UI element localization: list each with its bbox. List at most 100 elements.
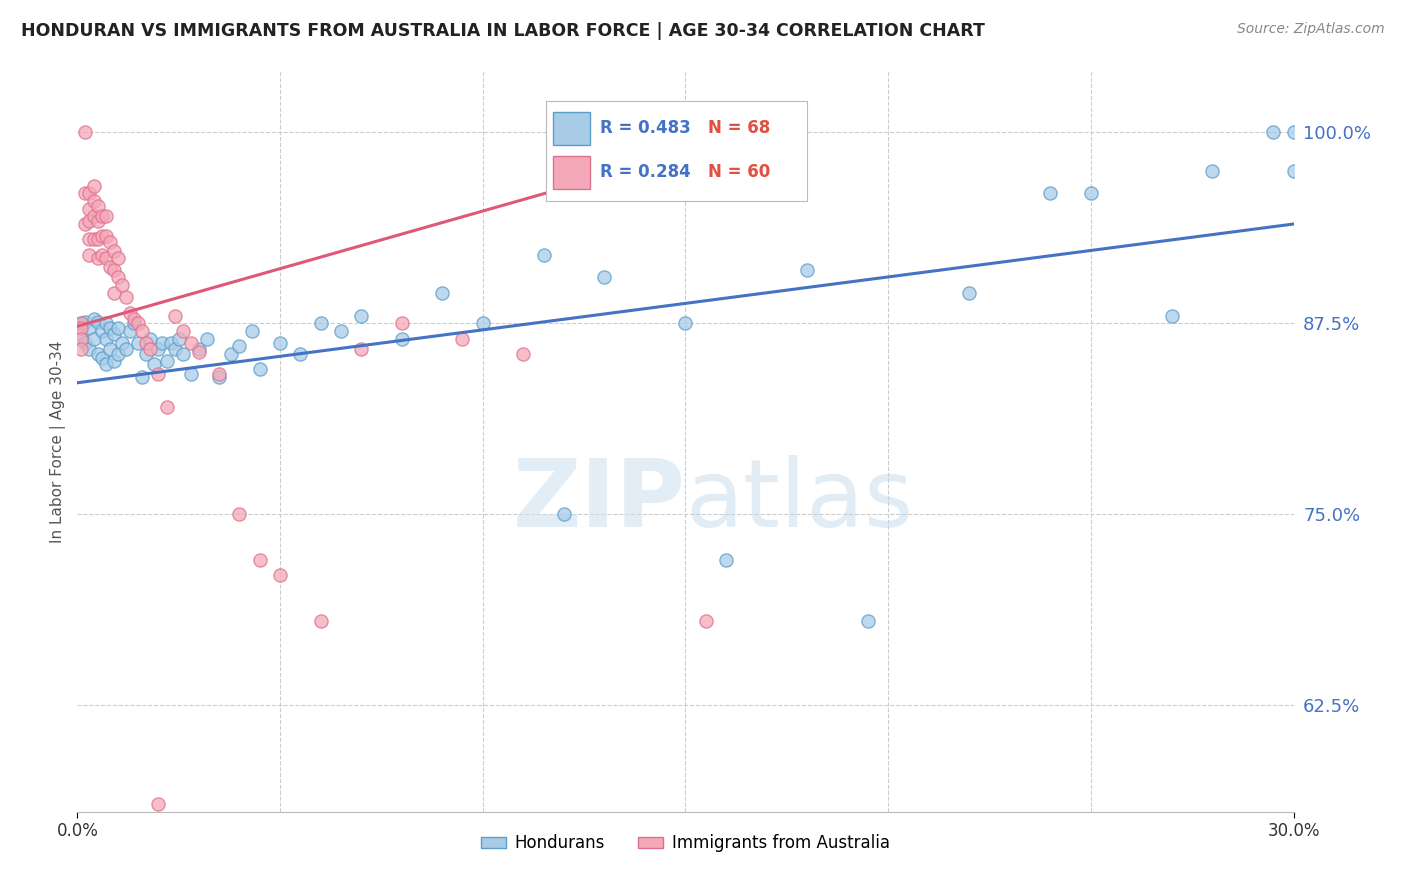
Point [391,316,413,330]
Point [430,285,453,300]
Point [86,214,108,228]
Point [139,342,162,356]
Point [172,347,194,361]
Point [98,235,121,250]
Point [329,324,352,338]
Point [195,331,218,345]
Point [103,354,125,368]
Point [391,331,413,345]
Point [208,369,231,384]
Point [94,251,117,265]
Point [107,321,129,335]
Point [1201,163,1223,178]
Point [79,232,101,246]
Point [111,336,134,351]
Point [350,342,373,356]
Point [103,262,125,277]
Point [94,358,117,372]
Point [163,342,186,356]
Point [90,229,112,244]
Point [79,202,101,216]
Point [675,316,697,330]
Point [148,797,170,811]
Point [148,342,170,356]
Point [553,507,575,521]
Point [83,210,105,224]
Point [90,324,112,338]
Point [309,614,332,628]
Point [90,210,112,224]
Point [118,324,141,338]
Point [143,358,166,372]
Point [122,311,145,326]
Point [90,351,112,366]
Legend: Hondurans, Immigrants from Australia: Hondurans, Immigrants from Australia [475,828,896,859]
Point [75,336,97,351]
Point [98,260,121,274]
Point [70,326,93,341]
Point [159,336,181,351]
Point [86,251,108,265]
Point [122,316,145,330]
Point [228,339,250,353]
Point [79,247,101,261]
Point [249,362,271,376]
Point [714,553,737,567]
Point [98,342,121,356]
Point [86,315,108,329]
Point [309,316,332,330]
Point [240,324,263,338]
Point [152,336,174,351]
Point [94,316,117,330]
Text: ZIP: ZIP [513,455,686,547]
Point [107,251,129,265]
Point [1263,125,1285,139]
Point [75,186,97,201]
Point [98,321,121,335]
Point [1161,309,1184,323]
Point [471,316,494,330]
Point [148,367,170,381]
Point [79,321,101,335]
Point [593,270,616,285]
Point [1080,186,1102,201]
Point [131,324,153,338]
Point [249,553,271,567]
Point [107,270,129,285]
Point [83,194,105,208]
Point [188,345,211,359]
Point [451,331,474,345]
Point [103,244,125,259]
Point [115,342,138,356]
Point [1282,163,1305,178]
Point [86,232,108,246]
Point [127,336,149,351]
Point [79,214,101,228]
Point [675,125,697,139]
Point [139,331,162,345]
Point [593,186,616,201]
Point [86,347,108,361]
Point [70,331,93,345]
Text: atlas: atlas [686,455,914,547]
Point [208,367,231,381]
Point [1282,125,1305,139]
Point [94,229,117,244]
Point [127,316,149,330]
Point [83,331,105,345]
Point [75,125,97,139]
Point [167,331,190,345]
Point [533,247,555,261]
Point [135,336,157,351]
Point [228,507,250,521]
Point [103,326,125,341]
Text: HONDURAN VS IMMIGRANTS FROM AUSTRALIA IN LABOR FORCE | AGE 30-34 CORRELATION CHA: HONDURAN VS IMMIGRANTS FROM AUSTRALIA IN… [21,22,986,40]
Point [350,309,373,323]
Point [155,400,177,414]
Point [155,354,177,368]
Point [79,186,101,201]
Point [83,232,105,246]
Point [180,336,202,351]
Point [103,285,125,300]
Point [115,290,138,304]
